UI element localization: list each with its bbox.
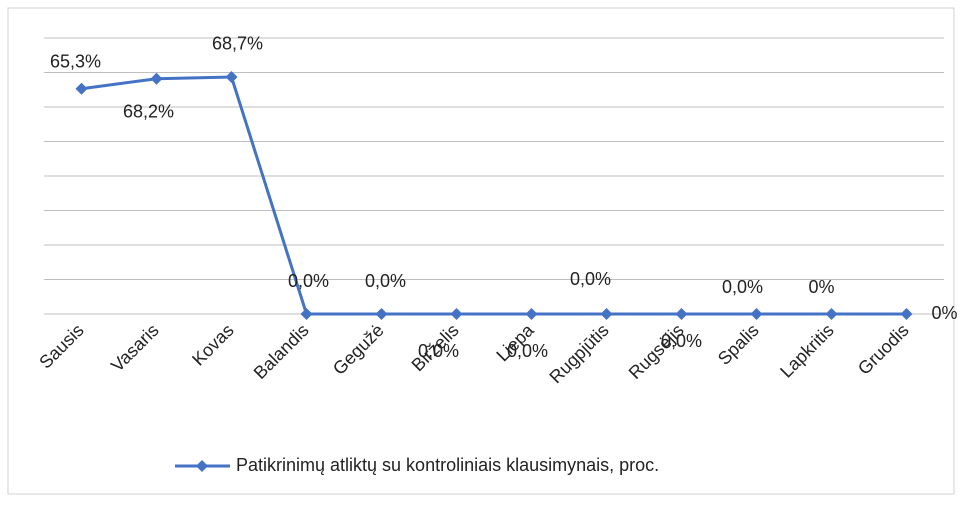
point-marker [525, 308, 538, 320]
point-marker [225, 70, 238, 83]
point-marker [825, 308, 838, 320]
point-marker [750, 308, 763, 320]
data-label: 0% [931, 303, 957, 323]
point-marker [450, 308, 463, 320]
legend-label: Patikrinimų atliktų su kontroliniais kla… [236, 455, 659, 475]
point-marker [375, 308, 388, 320]
data-label: 0% [808, 277, 834, 297]
data-label: 68,7% [212, 34, 263, 54]
series-line [81, 75, 907, 316]
point-marker [600, 308, 613, 320]
point-marker [300, 308, 313, 320]
data-label: 0,0% [507, 341, 548, 361]
data-label: 0,0% [570, 269, 611, 289]
data-label: 0,0% [722, 277, 763, 297]
data-label: 0,0% [418, 341, 459, 361]
data-label: 0,0% [365, 271, 406, 291]
data-label: 68,2% [123, 101, 174, 121]
point-marker [675, 308, 688, 320]
legend-marker [196, 460, 208, 472]
data-label: 0,0% [288, 271, 329, 291]
point-marker [75, 82, 88, 95]
point-marker [150, 72, 163, 85]
data-label: 0,0% [661, 331, 702, 351]
chart-border [7, 7, 955, 495]
point-marker [900, 308, 913, 320]
data-label: 65,3% [50, 51, 101, 71]
